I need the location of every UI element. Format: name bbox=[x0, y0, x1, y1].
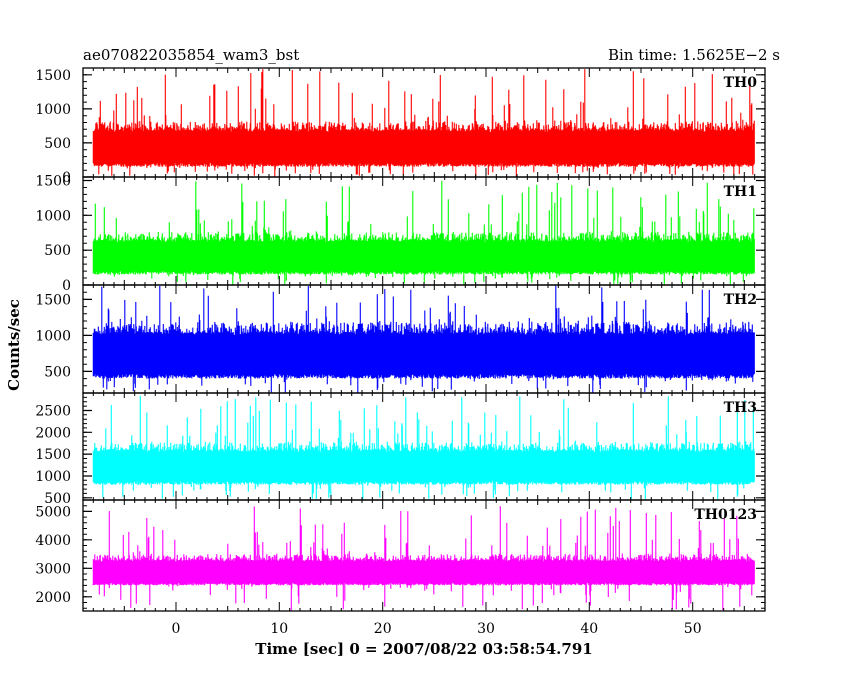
y-tick-label: 0 bbox=[62, 170, 71, 186]
chart-title: ae070822035854_wam3_bst bbox=[83, 46, 299, 64]
x-ticks bbox=[92, 177, 756, 285]
x-axis-label: Time [sec] 0 = 2007/08/22 03:58:54.791 bbox=[255, 640, 592, 658]
panel-label-th0: TH0 bbox=[724, 75, 758, 91]
panel-th3: 500 1000 1500 2000 2500 TH3 bbox=[35, 392, 766, 507]
y-tick-label: 0 bbox=[62, 278, 71, 294]
panel-th0123: 2000 3000 4000 5000 TH0123 bbox=[35, 499, 766, 612]
x-ticks bbox=[92, 285, 756, 393]
y-axis-label: Counts/sec bbox=[5, 299, 23, 391]
series-th0123-curve bbox=[92, 506, 755, 611]
x-axis: 0 10 20 30 40 50 bbox=[172, 621, 702, 637]
series-th0-curve bbox=[92, 69, 755, 177]
y-tick-label: 500 bbox=[44, 243, 71, 259]
panel-frame bbox=[82, 499, 766, 612]
y-tick-label: 5000 bbox=[35, 504, 71, 520]
y-tick-label: 3000 bbox=[35, 561, 71, 577]
x-tick-label: 50 bbox=[684, 621, 702, 637]
x-ticks bbox=[92, 393, 756, 500]
y-tick-label: 1000 bbox=[35, 469, 71, 485]
panel-label-th0123: TH0123 bbox=[694, 507, 757, 523]
series-th3-curve bbox=[92, 395, 755, 500]
x-tick-label: 40 bbox=[580, 621, 598, 637]
y-tick-label: 1500 bbox=[35, 292, 71, 308]
y-tick-label: 1500 bbox=[35, 68, 71, 84]
y-tick-label: 1000 bbox=[35, 208, 71, 224]
y-tick-label: 1500 bbox=[35, 174, 71, 190]
series-th1-curve bbox=[92, 181, 755, 285]
panel-th2: 500 1000 1500 TH2 bbox=[35, 284, 766, 394]
x-tick-label: 30 bbox=[477, 621, 495, 637]
panel-label-th3: TH3 bbox=[724, 400, 757, 416]
y-tick-label: 1000 bbox=[35, 328, 71, 344]
y-tick-label: 2000 bbox=[35, 425, 71, 441]
y-tick-label: 1500 bbox=[35, 447, 71, 463]
panel-th1: 0 500 1000 1500 TH1 bbox=[35, 174, 766, 294]
y-tick-label: 2000 bbox=[35, 590, 71, 606]
panels-group: 0 500 1000 1500 TH0 0 500 1000 1500 TH1 500 1000 150… bbox=[35, 67, 766, 612]
y-minor-ticks bbox=[83, 499, 765, 609]
y-tick-label: 2500 bbox=[35, 404, 71, 420]
y-tick-label: 1000 bbox=[35, 102, 71, 118]
y-tick-label: 500 bbox=[44, 364, 71, 380]
x-tick-label: 10 bbox=[270, 621, 288, 637]
x-tick-label: 20 bbox=[374, 621, 392, 637]
y-tick-label: 500 bbox=[44, 136, 71, 152]
panel-label-th2: TH2 bbox=[724, 292, 757, 308]
y-tick-label: 500 bbox=[44, 491, 71, 507]
x-ticks bbox=[92, 500, 756, 611]
bin-time-label: Bin time: 1.5625E−2 s bbox=[608, 46, 780, 64]
x-tick-label: 0 bbox=[172, 621, 181, 637]
panel-th0: 0 500 1000 1500 TH0 bbox=[35, 67, 766, 186]
series-th2-curve bbox=[92, 285, 755, 393]
x-ticks bbox=[92, 68, 756, 177]
y-tick-label: 4000 bbox=[35, 533, 71, 549]
panel-label-th1: TH1 bbox=[724, 184, 757, 200]
